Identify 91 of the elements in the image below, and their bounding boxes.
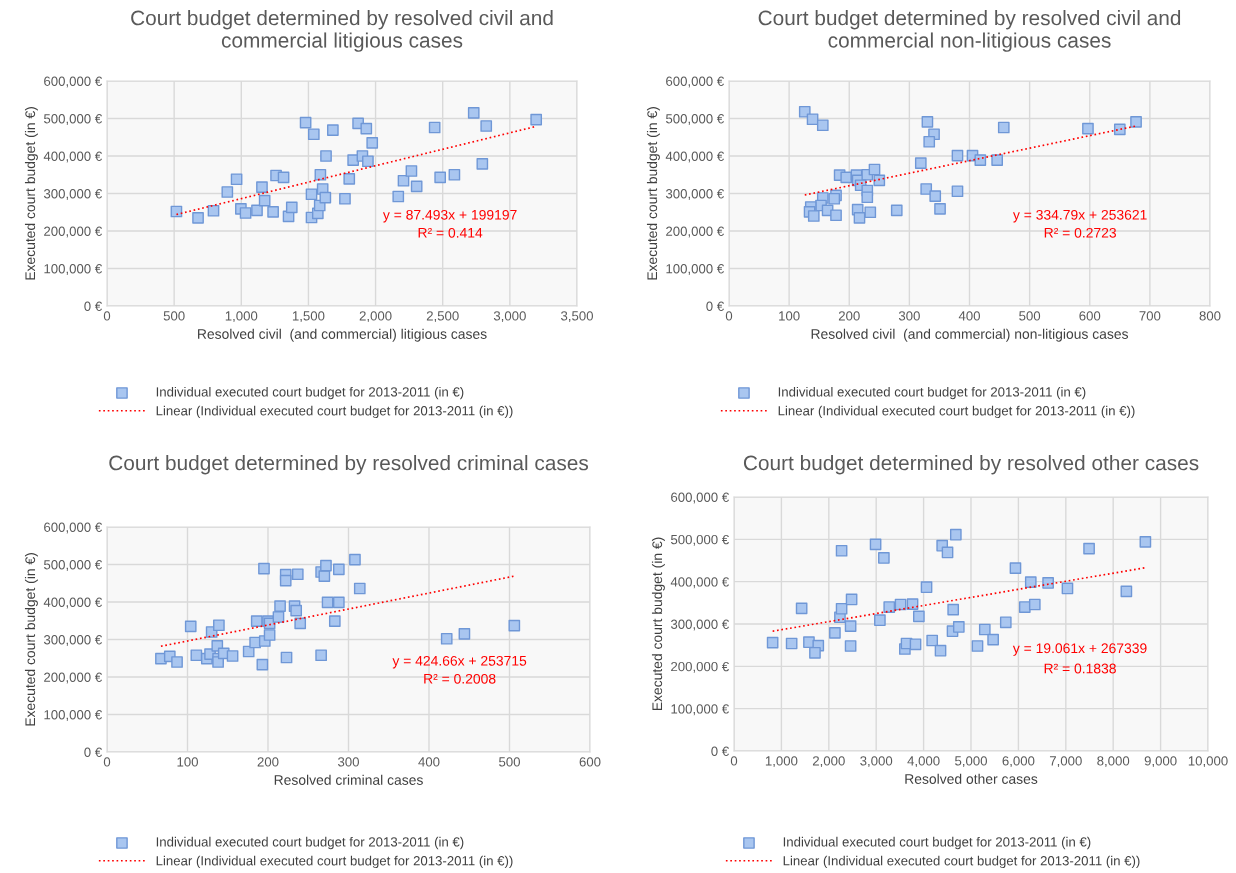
y-tick-label: 300,000 € [43, 635, 102, 646]
y-tick-label: 0 € [711, 746, 729, 756]
annotation: y = 87.493x + 199197 [382, 209, 517, 223]
chart-title: Court budget determined by resolved civil and commercial non-litigious cases [758, 10, 1181, 52]
y-tick-label: 300,000 € [670, 619, 729, 631]
x-tick-label: 2,000 [359, 311, 392, 323]
x-tick-label: 100 [779, 311, 800, 321]
legend-label: Linear (Individual executed court budget for 2013-2011 (in €)) [783, 855, 1140, 869]
chart-title: Court budget determined by resolved other cases [743, 455, 1199, 475]
x-tick-label: 400 [418, 757, 440, 767]
x-axis-title: Resolved civil (and commercial) non-litigious cases [811, 328, 1129, 342]
legend-label: Individual executed court budget for 2013-2011 (in €) [778, 386, 1086, 400]
y-tick-label: 200,000 € [666, 226, 724, 238]
x-tick-label: 1,000 [765, 756, 798, 768]
x-tick-label: 4,000 [907, 756, 940, 768]
y-tick-label: 600,000 € [671, 492, 729, 504]
y-tick-label: 100,000 € [44, 710, 102, 721]
legend-label: Individual executed court budget for 2013-2011 (in €) [783, 836, 1091, 850]
x-tick-label: 1,000 [225, 311, 258, 323]
x-tick-label: 200 [838, 311, 860, 321]
x-tick-label: 3,500 [561, 311, 593, 323]
y-tick-label: 400,000 € [43, 151, 102, 163]
x-tick-label: 600 [1079, 311, 1101, 321]
x-tick-label: 800 [1199, 311, 1221, 321]
x-tick-label: 1,500 [292, 311, 325, 323]
chart-title: Court budget determined by resolved criminal cases [109, 455, 589, 475]
chart-title: Court budget determined by resolved civil and commercial litigious cases [131, 10, 553, 52]
y-axis-title: Executed court budget (in €) [24, 553, 38, 726]
x-tick-label: 0 [730, 756, 738, 766]
legend-label: Linear (Individual executed court budget for 2013-2011 (in €)) [156, 855, 513, 869]
y-tick-label: 200,000 € [44, 672, 102, 684]
legend-label: Individual executed court budget for 2013-2011 (in €) [156, 386, 464, 400]
y-tick-label: 200,000 € [671, 661, 729, 673]
y-tick-label: 600,000 € [44, 76, 102, 88]
x-tick-label: 3,000 [860, 756, 893, 768]
annotation: R² = 0.2008 [424, 673, 496, 684]
legend-label: Linear (Individual executed court budget for 2013-2011 (in €)) [778, 405, 1135, 419]
y-tick-label: 500,000 € [43, 560, 102, 571]
x-tick-label: 8,000 [1097, 756, 1130, 768]
x-tick-label: 6,000 [1002, 756, 1035, 768]
y-tick-label: 400,000 € [665, 151, 724, 163]
x-tick-label: 0 [725, 311, 733, 321]
x-tick-label: 5,000 [955, 756, 987, 768]
x-tick-label: 0 [103, 757, 111, 767]
y-tick-label: 400,000 € [43, 597, 102, 609]
annotation: R² = 0.2723 [1044, 227, 1116, 238]
y-axis-title: Executed court budget (in €) [24, 107, 38, 280]
annotation: y = 19.061x + 267339 [1012, 643, 1147, 656]
legend-label: Individual executed court budget for 2013-2011 (in €) [156, 836, 464, 850]
y-axis-title: Executed court budget (in €) [646, 107, 660, 280]
y-tick-label: 300,000 € [665, 189, 724, 200]
x-tick-label: 600 [579, 757, 601, 767]
x-tick-label: 100 [177, 757, 198, 767]
x-tick-label: 2,000 [812, 756, 845, 768]
y-tick-label: 100,000 € [671, 704, 729, 716]
x-tick-label: 7,000 [1049, 756, 1082, 768]
x-tick-label: 300 [898, 311, 920, 321]
y-tick-label: 300,000 € [43, 189, 102, 200]
y-tick-label: 200,000 € [44, 226, 102, 238]
legend-label: Linear (Individual executed court budget for 2013-2011 (in €)) [156, 405, 513, 419]
annotation: y = 424.66x + 253715 [392, 655, 527, 669]
y-tick-label: 600,000 € [44, 522, 102, 534]
x-tick-label: 700 [1139, 311, 1161, 321]
x-tick-label: 2,500 [426, 311, 459, 323]
x-axis-title: Resolved criminal cases [274, 774, 423, 785]
y-tick-label: 600,000 € [666, 76, 724, 88]
y-tick-label: 400,000 € [670, 577, 729, 589]
x-tick-label: 500 [499, 757, 520, 767]
annotation: R² = 0.414 [418, 227, 483, 238]
y-tick-label: 500,000 € [43, 114, 102, 125]
x-axis-title: Resolved other cases [905, 773, 1038, 784]
y-tick-label: 500,000 € [670, 534, 729, 546]
y-tick-label: 100,000 € [666, 264, 724, 275]
annotation: y = 334.79x + 253621 [1012, 209, 1147, 223]
x-tick-label: 0 [103, 311, 111, 321]
x-tick-label: 500 [1019, 311, 1041, 321]
y-tick-label: 0 € [84, 301, 102, 311]
y-tick-label: 500,000 € [665, 114, 724, 125]
x-tick-label: 9,000 [1144, 756, 1177, 768]
x-tick-label: 200 [257, 757, 279, 767]
x-tick-label: 300 [338, 757, 359, 767]
x-tick-label: 400 [958, 311, 980, 321]
y-tick-label: 100,000 € [44, 264, 102, 275]
x-tick-label: 500 [163, 311, 185, 321]
y-tick-label: 0 € [706, 301, 724, 311]
y-tick-label: 0 € [84, 747, 102, 757]
x-tick-label: 10,000 [1188, 756, 1228, 768]
y-axis-title: Executed court budget (in €) [651, 537, 665, 711]
annotation: R² = 0.1838 [1044, 663, 1116, 674]
x-axis-title: Resolved civil (and commercial) litigious cases [198, 328, 487, 342]
x-tick-label: 3,000 [493, 311, 526, 323]
